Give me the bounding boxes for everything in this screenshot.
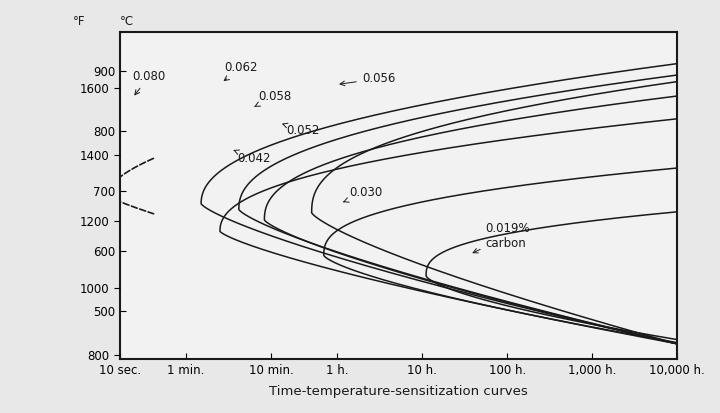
Text: °C: °C	[120, 15, 134, 28]
Text: 0.030: 0.030	[343, 186, 382, 202]
Text: 0.042: 0.042	[234, 150, 271, 165]
Text: 0.058: 0.058	[255, 90, 291, 107]
Text: 0.052: 0.052	[283, 123, 320, 137]
X-axis label: Time-temperature-sensitization curves: Time-temperature-sensitization curves	[269, 385, 528, 398]
Text: °F: °F	[73, 15, 85, 28]
Text: 0.062: 0.062	[224, 61, 258, 81]
Text: 0.080: 0.080	[132, 70, 166, 95]
Text: 0.019%
carbon: 0.019% carbon	[473, 223, 530, 253]
Text: 0.056: 0.056	[340, 72, 395, 86]
